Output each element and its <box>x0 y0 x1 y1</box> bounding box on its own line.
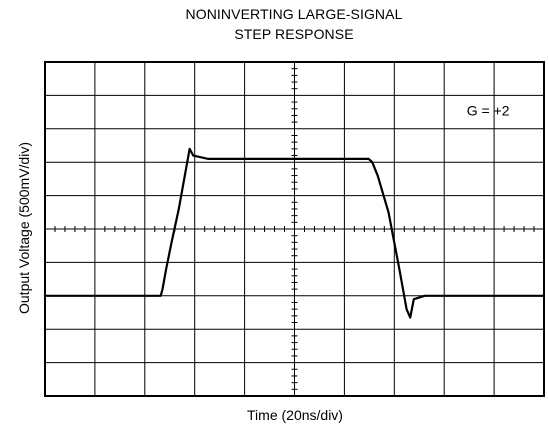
plot-frame <box>44 61 545 397</box>
chart-title-line-1: NONINVERTING LARGE-SIGNAL <box>185 6 403 22</box>
step-response-trace <box>43 147 546 319</box>
x-axis-label: Time (20ns/div) <box>247 407 343 423</box>
gain-annotation: G = +2 <box>467 102 510 118</box>
chart-title-line-2: STEP RESPONSE <box>234 26 354 42</box>
y-axis-label: Output Voltage (500mV/div) <box>16 142 32 314</box>
